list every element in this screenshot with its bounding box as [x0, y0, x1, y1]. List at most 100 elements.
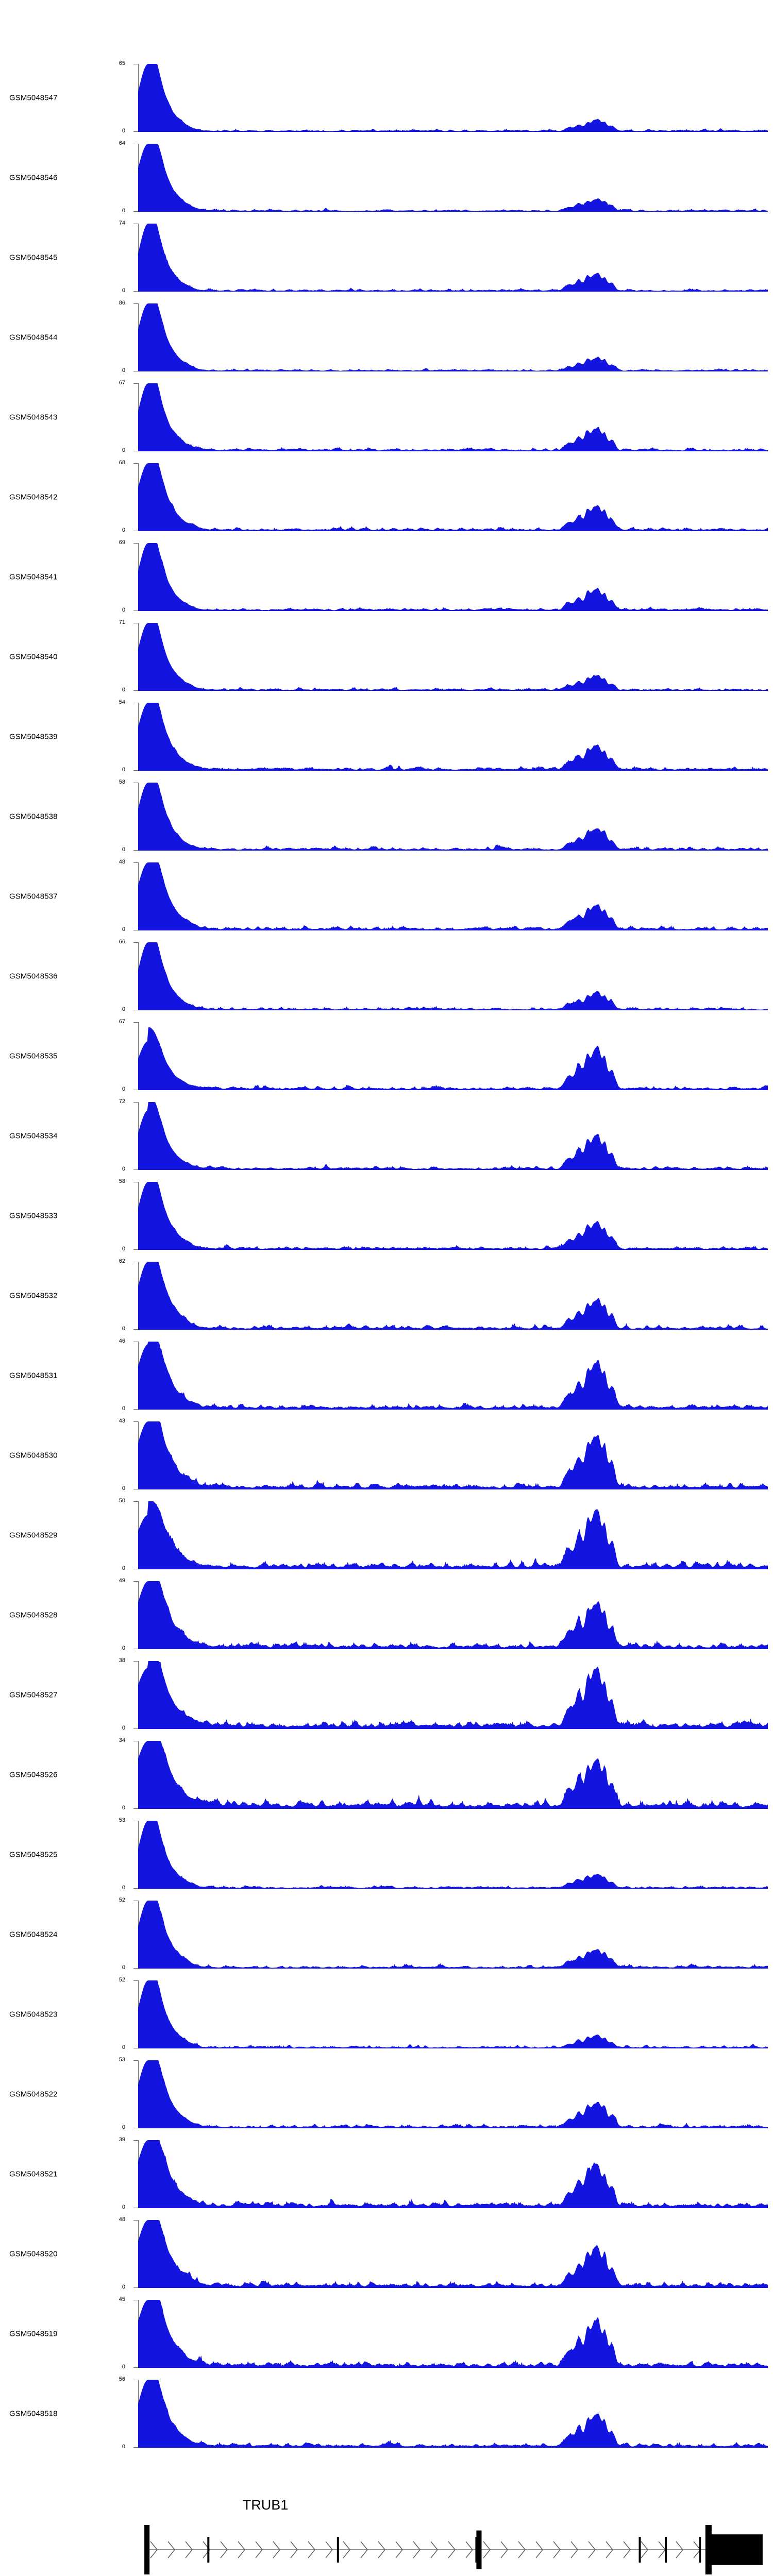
axis-tick-bottom	[133, 1728, 139, 1729]
strand-arrow	[238, 2541, 245, 2558]
strand-arrow	[150, 2541, 158, 2558]
axis-max-value: 38	[119, 1657, 125, 1664]
axis-min-value: 0	[122, 2364, 125, 2370]
coverage-plot-area[interactable]	[138, 64, 768, 132]
coverage-track[interactable]: GSM5048531 46 0	[0, 1335, 773, 1415]
gene-model-panel[interactable]: TRUB1	[0, 2496, 773, 2576]
coverage-plot-area[interactable]	[138, 1102, 768, 1170]
coverage-track[interactable]: GSM5048542 68 0	[0, 457, 773, 537]
axis-min-value: 0	[122, 1964, 125, 1971]
strand-arrow	[203, 2541, 210, 2558]
gene-exon[interactable]	[665, 2537, 667, 2563]
axis-min-value: 0	[122, 926, 125, 933]
gene-exon[interactable]	[207, 2537, 210, 2563]
gene-exon[interactable]	[476, 2530, 482, 2569]
axis-min-value: 0	[122, 1805, 125, 1811]
track-label: GSM5048519	[9, 2329, 58, 2338]
coverage-plot-area[interactable]	[138, 1182, 768, 1250]
coverage-track[interactable]: GSM5048543 67 0	[0, 377, 773, 457]
gene-exon[interactable]	[337, 2537, 339, 2563]
axis-tick-top	[133, 1581, 139, 1582]
axis-max-value: 74	[119, 220, 125, 226]
coverage-track[interactable]: GSM5048534 72 0	[0, 1096, 773, 1176]
axis-tick-bottom	[133, 690, 139, 691]
track-label: GSM5048525	[9, 1850, 58, 1859]
coverage-plot-area[interactable]	[138, 1421, 768, 1489]
coverage-plot-area[interactable]	[138, 2140, 768, 2208]
axis-min-value: 0	[122, 2044, 125, 2050]
coverage-plot-area[interactable]	[138, 224, 768, 292]
coverage-track[interactable]: GSM5048521 39 0	[0, 2134, 773, 2214]
coverage-track[interactable]: GSM5048533 58 0	[0, 1176, 773, 1256]
axis-tick-bottom	[133, 131, 139, 132]
coverage-plot-area[interactable]	[138, 1741, 768, 1809]
coverage-track[interactable]: GSM5048527 38 0	[0, 1655, 773, 1735]
coverage-track[interactable]: GSM5048526 34 0	[0, 1735, 773, 1815]
coverage-plot-area[interactable]	[138, 1262, 768, 1330]
coverage-track[interactable]: GSM5048520 48 0	[0, 2214, 773, 2294]
axis-tick-bottom	[133, 1249, 139, 1250]
axis-min-value: 0	[122, 208, 125, 214]
coverage-track[interactable]: GSM5048545 74 0	[0, 217, 773, 297]
coverage-plot-area[interactable]	[138, 942, 768, 1010]
axis-max-value: 48	[119, 2216, 125, 2223]
coverage-plot-area[interactable]	[138, 1980, 768, 2048]
coverage-plot-area[interactable]	[138, 383, 768, 451]
axis-max-value: 68	[119, 460, 125, 466]
coverage-track[interactable]: GSM5048539 54 0	[0, 697, 773, 776]
coverage-track[interactable]: GSM5048519 45 0	[0, 2294, 773, 2374]
coverage-plot-area[interactable]	[138, 543, 768, 611]
coverage-plot-area[interactable]	[138, 862, 768, 930]
coverage-plot-area[interactable]	[138, 144, 768, 212]
gene-exon[interactable]	[699, 2537, 701, 2563]
axis-tick-bottom	[133, 1968, 139, 1969]
coverage-plot-area[interactable]	[138, 2060, 768, 2128]
coverage-plot-area[interactable]	[138, 1901, 768, 1969]
axis-max-value: 62	[119, 1258, 125, 1264]
coverage-track[interactable]: GSM5048538 58 0	[0, 776, 773, 856]
coverage-track[interactable]: GSM5048529 50 0	[0, 1495, 773, 1575]
track-label: GSM5048527	[9, 1690, 58, 1699]
track-label: GSM5048521	[9, 2170, 58, 2178]
axis-tick-top	[133, 2220, 139, 2221]
coverage-plot-area[interactable]	[138, 1581, 768, 1649]
coverage-plot-area[interactable]	[138, 2220, 768, 2288]
axis-max-value: 67	[119, 1019, 125, 1025]
gene-exon[interactable]	[638, 2537, 641, 2563]
coverage-plot-area[interactable]	[138, 623, 768, 691]
coverage-plot-area[interactable]	[138, 1342, 768, 1410]
coverage-track[interactable]: GSM5048523 52 0	[0, 1974, 773, 2054]
gene-utr-block[interactable]	[709, 2534, 763, 2565]
coverage-track[interactable]: GSM5048525 53 0	[0, 1815, 773, 1894]
coverage-plot-area[interactable]	[138, 783, 768, 851]
coverage-plot-area[interactable]	[138, 463, 768, 531]
coverage-plot-area[interactable]	[138, 703, 768, 771]
coverage-track[interactable]: GSM5048544 86 0	[0, 297, 773, 377]
coverage-track[interactable]: GSM5048535 67 0	[0, 1016, 773, 1096]
axis-min-value: 0	[122, 1166, 125, 1172]
gene-exon[interactable]	[144, 2525, 150, 2574]
coverage-plot-area[interactable]	[138, 1501, 768, 1569]
coverage-plot-area[interactable]	[138, 303, 768, 371]
axis-tick-top	[133, 463, 139, 464]
coverage-track[interactable]: GSM5048536 66 0	[0, 936, 773, 1016]
gene-name-text: TRUB1	[242, 2497, 289, 2513]
axis-tick-bottom	[133, 770, 139, 771]
coverage-plot-area[interactable]	[138, 2300, 768, 2368]
coverage-track[interactable]: GSM5048541 69 0	[0, 537, 773, 617]
coverage-track[interactable]: GSM5048518 56 0	[0, 2374, 773, 2453]
coverage-plot-area[interactable]	[138, 1661, 768, 1729]
coverage-track[interactable]: GSM5048532 62 0	[0, 1256, 773, 1335]
coverage-track[interactable]: GSM5048537 48 0	[0, 856, 773, 936]
coverage-track[interactable]: GSM5048524 52 0	[0, 1894, 773, 1974]
coverage-plot-area[interactable]	[138, 2380, 768, 2448]
coverage-plot-area[interactable]	[138, 1022, 768, 1090]
coverage-track[interactable]: GSM5048540 71 0	[0, 617, 773, 697]
coverage-track[interactable]: GSM5048522 53 0	[0, 2054, 773, 2134]
coverage-track[interactable]: GSM5048547 65 0	[0, 58, 773, 138]
coverage-track[interactable]: GSM5048546 64 0	[0, 138, 773, 217]
coverage-plot-area[interactable]	[138, 1821, 768, 1889]
coverage-track[interactable]: GSM5048530 43 0	[0, 1415, 773, 1495]
coverage-track[interactable]: GSM5048528 49 0	[0, 1575, 773, 1655]
track-label: GSM5048520	[9, 2249, 58, 2258]
